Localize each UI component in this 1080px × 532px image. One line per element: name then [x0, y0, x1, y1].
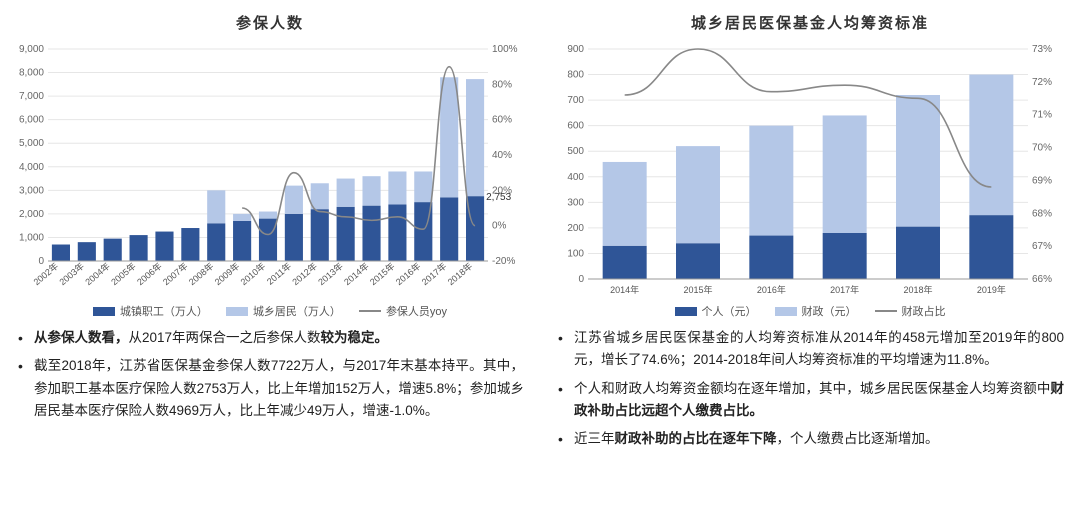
right-chart: 0 100 200 300 400 500 600 700 800 900 66% 67% 68% 69%… [550, 41, 1070, 301]
svg-text:2008年: 2008年 [186, 260, 215, 287]
svg-text:4,000: 4,000 [19, 162, 44, 173]
svg-text:800: 800 [567, 70, 584, 81]
svg-text:2013年: 2013年 [316, 260, 345, 287]
bullet-item: 个人和财政人均筹资金额均在逐年增加，其中，城乡居民医保基金人均筹资额中财政补助占… [556, 378, 1064, 423]
svg-text:2005年: 2005年 [109, 260, 138, 287]
svg-text:2,753: 2,753 [486, 192, 511, 203]
legend-series1: 城镇职工（万人） [93, 303, 208, 319]
svg-text:200: 200 [567, 223, 584, 234]
svg-text:66%: 66% [1032, 274, 1052, 285]
svg-text:1,000: 1,000 [19, 232, 44, 243]
svg-text:2006年: 2006年 [134, 260, 163, 287]
svg-text:60%: 60% [492, 115, 512, 126]
left-legend: 城镇职工（万人） 城乡居民（万人） 参保人员yoy [10, 303, 530, 319]
svg-text:2004年: 2004年 [83, 260, 112, 287]
svg-text:69%: 69% [1032, 175, 1052, 186]
svg-text:-20%: -20% [492, 256, 515, 267]
svg-text:8,000: 8,000 [19, 68, 44, 79]
legend-series1: 个人（元） [675, 303, 757, 319]
svg-text:2014年: 2014年 [342, 260, 371, 287]
svg-text:100%: 100% [492, 44, 518, 55]
legend-label: 城镇职工（万人） [120, 303, 208, 319]
bullet-item: 截至2018年，江苏省医保基金参保人数7722万人，与2017年末基本持平。其中… [16, 355, 524, 422]
svg-text:0: 0 [578, 274, 584, 285]
svg-text:73%: 73% [1032, 44, 1052, 55]
right-panel: 城乡居民医保基金人均筹资标准 0 100 200 300 400 500 600 700 800… [540, 0, 1080, 532]
bullet-item: 近三年财政补助的占比在逐年下降，个人缴费占比逐渐增加。 [556, 428, 1064, 450]
left-bullets: 从参保人数看，从2017年两保合一之后参保人数较为稳定。截至2018年，江苏省医… [10, 319, 530, 428]
svg-text:0%: 0% [492, 221, 507, 232]
svg-text:300: 300 [567, 197, 584, 208]
legend-series2: 财政（元） [775, 303, 857, 319]
svg-text:2016年: 2016年 [393, 260, 422, 287]
svg-text:72%: 72% [1032, 77, 1052, 88]
right-chart-svg: 0 100 200 300 400 500 600 700 800 900 66% 67% 68% 69%… [550, 41, 1070, 301]
svg-text:500: 500 [567, 146, 584, 157]
svg-text:6,000: 6,000 [19, 115, 44, 126]
svg-text:2010年: 2010年 [238, 260, 267, 287]
svg-text:100: 100 [567, 248, 584, 259]
svg-text:7,000: 7,000 [19, 91, 44, 102]
legend-series2: 城乡居民（万人） [226, 303, 341, 319]
svg-text:2016年: 2016年 [757, 284, 786, 295]
svg-text:400: 400 [567, 172, 584, 183]
legend-label: 城乡居民（万人） [253, 303, 341, 319]
svg-text:71%: 71% [1032, 110, 1052, 121]
svg-text:9,000: 9,000 [19, 44, 44, 55]
left-chart: 0 1,000 2,000 3,000 4,000 5,000 6,000 7,000 8,00… [10, 41, 530, 301]
left-panel: 参保人数 0 1,000 2,000 3,000 4,000 5,000 6,000 7,00… [0, 0, 540, 532]
legend-label: 财政（元） [802, 303, 857, 319]
svg-text:67%: 67% [1032, 241, 1052, 252]
svg-text:2014年: 2014年 [610, 284, 639, 295]
svg-text:2003年: 2003年 [57, 260, 86, 287]
legend-label: 参保人员yoy [386, 303, 447, 319]
svg-text:2015年: 2015年 [683, 284, 712, 295]
legend-label: 个人（元） [702, 303, 757, 319]
svg-text:70%: 70% [1032, 143, 1052, 154]
right-chart-title: 城乡居民医保基金人均筹资标准 [550, 12, 1070, 33]
svg-text:80%: 80% [492, 79, 512, 90]
legend-label: 财政占比 [902, 303, 946, 319]
svg-text:600: 600 [567, 121, 584, 132]
legend-line: 财政占比 [875, 303, 946, 319]
svg-text:2002年: 2002年 [31, 260, 60, 287]
svg-text:3,000: 3,000 [19, 185, 44, 196]
left-chart-svg: 0 1,000 2,000 3,000 4,000 5,000 6,000 7,000 8,00… [10, 41, 530, 301]
svg-text:900: 900 [567, 44, 584, 55]
svg-text:5,000: 5,000 [19, 138, 44, 149]
svg-text:700: 700 [567, 95, 584, 106]
right-bullets: 江苏省城乡居民医保基金的人均筹资标准从2014年的458元增加至2019年的80… [550, 319, 1070, 456]
svg-text:2017年: 2017年 [419, 260, 448, 287]
svg-text:2009年: 2009年 [212, 260, 241, 287]
svg-text:40%: 40% [492, 150, 512, 161]
bullet-item: 从参保人数看，从2017年两保合一之后参保人数较为稳定。 [16, 327, 524, 349]
legend-line: 参保人员yoy [359, 303, 447, 319]
bullet-item: 江苏省城乡居民医保基金的人均筹资标准从2014年的458元增加至2019年的80… [556, 327, 1064, 372]
svg-text:2015年: 2015年 [367, 260, 396, 287]
svg-text:2012年: 2012年 [290, 260, 319, 287]
svg-text:2,000: 2,000 [19, 209, 44, 220]
svg-text:2007年: 2007年 [160, 260, 189, 287]
svg-text:0: 0 [38, 256, 44, 267]
svg-text:2017年: 2017年 [830, 284, 859, 295]
left-chart-title: 参保人数 [10, 12, 530, 33]
svg-text:68%: 68% [1032, 208, 1052, 219]
svg-text:2019年: 2019年 [977, 284, 1006, 295]
svg-text:2011年: 2011年 [264, 260, 293, 287]
right-legend: 个人（元） 财政（元） 财政占比 [550, 303, 1070, 319]
svg-text:2018年: 2018年 [445, 260, 474, 287]
svg-text:2018年: 2018年 [903, 284, 932, 295]
